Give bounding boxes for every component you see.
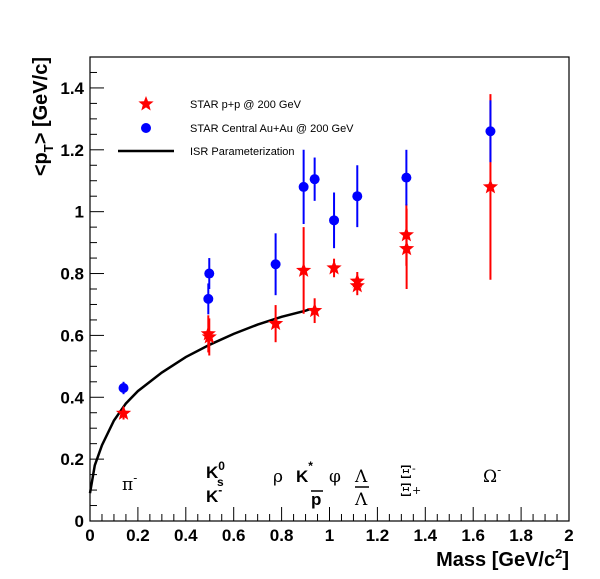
x-tick-label: 0.4 [174,526,198,545]
x-tick-label: 0.2 [126,526,150,545]
isr-curve-group [88,307,311,494]
y-tick-label: 1.2 [60,141,84,160]
legend-label: ISR Parameterization [190,146,295,158]
auau-point [270,259,281,270]
y-tick-label: 0.4 [60,388,84,407]
y-tick-label: 0 [75,512,84,531]
y-tick-label: 0.6 [60,326,84,345]
label-rho: ρ [273,467,283,487]
y-axis-title: <pT> [GeV/c] [30,57,56,176]
pp-point [326,259,342,275]
pp-point [201,328,217,344]
auau-point [485,126,496,137]
y-tick-label: 0.2 [60,450,84,469]
x-tick-label: 1.4 [413,526,437,545]
label-lambda: Λ [354,467,368,487]
label-k0s: K0 s [206,459,225,489]
svg-text:<pT> [GeV/c]: <pT> [GeV/c] [30,57,56,176]
y-tick-label: 0.8 [60,265,84,284]
legend-star-marker [138,96,154,111]
auau-point [309,174,320,185]
pp-point [482,178,499,194]
isr-curve [88,307,311,494]
label-omega: Ω- [483,463,501,487]
label-pbar: p [311,490,321,509]
pp-point [399,240,415,256]
pp-point [268,315,284,331]
label-pi: π- [122,471,137,495]
auau-point [203,293,214,304]
y-axis-ticks: 0 0.2 0.4 0.6 0.8 1 1.2 1.4 [60,56,104,531]
label-phi: φ [329,467,341,487]
x-tick-label: 1.6 [461,526,485,545]
x-axis-title: Mass [GeV/c2] [436,546,569,571]
auau-point [401,172,412,183]
x-tick-label: 0.6 [222,526,246,545]
legend-circle-marker [141,123,151,133]
auau-point [298,181,309,192]
label-xibar: Ξ+ [400,481,421,501]
particle-labels: π- K0 s K- ρ K* p φ Λ Λ Ξ- Ξ+ Ω- [122,459,501,510]
x-axis-ticks: 0 0.2 0.4 0.6 0.8 1 1.2 1.4 1.6 1.8 2 [85,507,574,545]
legend-label: STAR Central Au+Au @ 200 GeV [190,123,354,135]
auau-point [118,382,129,393]
pp-point [115,405,132,420]
y-tick-label: 1 [75,203,84,222]
y-tick-label: 1.4 [60,79,84,98]
auau-point [329,215,340,226]
pp-point [307,302,323,318]
x-tick-label: 0.8 [270,526,294,545]
label-xi: Ξ- [400,462,416,483]
data-points [115,94,499,420]
auau-point [352,191,363,202]
label-kminus: K- [206,483,222,506]
x-tick-label: 2 [564,526,573,545]
x-tick-label: 1.2 [366,526,390,545]
pp-point [296,262,312,277]
label-lambdabar: Λ [354,490,368,510]
label-kstar: K* [296,459,313,486]
x-tick-label: 1 [325,526,334,545]
x-tick-label: 1.8 [509,526,533,545]
pp-point [349,277,365,293]
auau-point [204,268,215,279]
x-tick-label: 0 [85,526,94,545]
legend: STAR p+p @ 200 GeV STAR Central Au+Au @ 2… [118,96,354,158]
legend-label: STAR p+p @ 200 GeV [190,99,302,111]
